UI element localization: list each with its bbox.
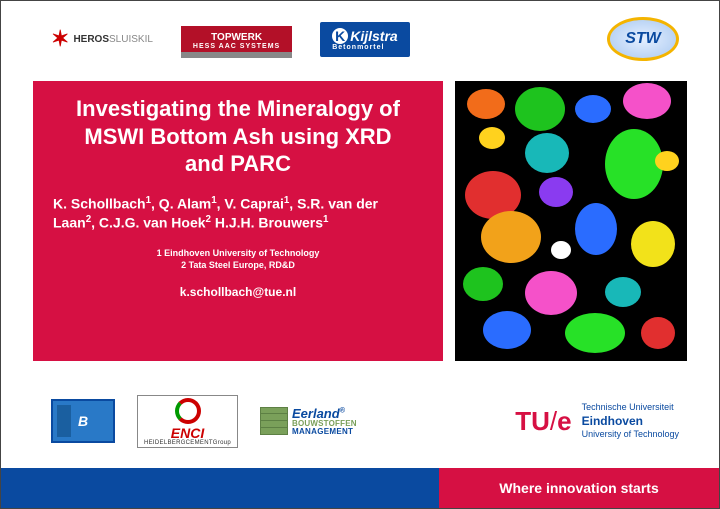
title-panel: Investigating the Mineralogy of MSWI Bot… (33, 81, 443, 361)
affiliation-line: 1 Eindhoven University of Technology (53, 247, 423, 259)
stw-oval-icon: STW (607, 17, 679, 61)
affiliations: 1 Eindhoven University of Technology 2 T… (53, 247, 423, 271)
tue-mark-icon: TU/e (515, 406, 571, 437)
logo-text: STW (625, 30, 661, 48)
footer-stripe: Where innovation starts (1, 468, 719, 508)
logo-tue: TU/e Technische Universiteit Eindhoven U… (515, 402, 679, 440)
mineral-blob (515, 87, 565, 131)
logo-heros: ✶ HEROSSLUISKIL (51, 26, 153, 52)
logo-text: MANAGEMENT (292, 428, 357, 436)
logo-text: Eindhoven (582, 414, 679, 429)
mineral-blob (655, 151, 679, 171)
logo-stw: STW (607, 15, 679, 63)
contact-email: k.schollbach@tue.nl (53, 285, 423, 299)
logo-text: Betonmortel (332, 44, 397, 51)
eerland-grid-icon (260, 407, 288, 435)
logo-text: TOPWERK (193, 32, 280, 43)
mineral-blob (605, 277, 641, 307)
mineral-blob (463, 267, 503, 301)
logo-bte: B (51, 399, 115, 443)
footer-tagline: Where innovation starts (439, 468, 719, 508)
title-line: and PARC (53, 150, 423, 178)
mineral-blob (467, 89, 505, 119)
mineral-blob (481, 211, 541, 263)
logo-enci: ENCI HEIDELBERGCEMENTGroup (137, 395, 238, 448)
mineral-blob (539, 177, 573, 207)
mineral-blob (565, 313, 625, 353)
enci-ring-icon (175, 398, 201, 424)
logo-text: ENCI (144, 426, 231, 440)
logo-text: University of Technology (582, 429, 679, 440)
mineral-blob (525, 271, 577, 315)
mineral-blob (641, 317, 675, 349)
mineral-blob (479, 127, 505, 149)
logo-text: SLUISKIL (109, 34, 153, 45)
logo-kijlstra: KKijlstra Betonmortel (320, 22, 409, 57)
mineral-blob (525, 133, 569, 173)
mineral-blob (575, 203, 617, 255)
mineral-blob (551, 241, 571, 259)
logo-text: e (557, 406, 571, 436)
bottom-sponsor-row: B ENCI HEIDELBERGCEMENTGroup Eerland® BO… (51, 392, 679, 450)
logo-text: HEROS (73, 34, 109, 45)
title-line: MSWI Bottom Ash using XRD (53, 123, 423, 151)
heros-star-icon: ✶ (51, 26, 69, 52)
mineral-blob (575, 95, 611, 123)
affiliation-line: 2 Tata Steel Europe, RD&D (53, 259, 423, 271)
logo-text: Technische Universiteit (582, 402, 679, 413)
logo-text: Kijlstra (350, 28, 397, 44)
logo-text: HEIDELBERGCEMENTGroup (144, 440, 231, 446)
k-circle-icon: K (332, 28, 348, 44)
mineralogy-image (455, 81, 687, 361)
mineral-blob (623, 83, 671, 119)
title-line: Investigating the Mineralogy of (53, 95, 423, 123)
mineral-blob (631, 221, 675, 267)
mineral-blob (483, 311, 531, 349)
logo-topwerk: TOPWERK HESS AAC SYSTEMS (181, 26, 292, 53)
mineral-blob (605, 129, 663, 199)
logo-text: HESS AAC SYSTEMS (193, 43, 280, 51)
slide-title: Investigating the Mineralogy of MSWI Bot… (53, 95, 423, 178)
top-sponsor-row: ✶ HEROSSLUISKIL TOPWERK HESS AAC SYSTEMS… (51, 9, 679, 69)
author-list: K. Schollbach1, Q. Alam1, V. Caprai1, S.… (53, 194, 423, 233)
tue-name: Technische Universiteit Eindhoven Univer… (582, 402, 679, 440)
logo-eerland: Eerland® BOUWSTOFFEN MANAGEMENT (260, 407, 357, 436)
logo-text: TU (515, 406, 550, 436)
slide: ✶ HEROSSLUISKIL TOPWERK HESS AAC SYSTEMS… (0, 0, 720, 509)
footer-blue-bar (1, 468, 439, 508)
